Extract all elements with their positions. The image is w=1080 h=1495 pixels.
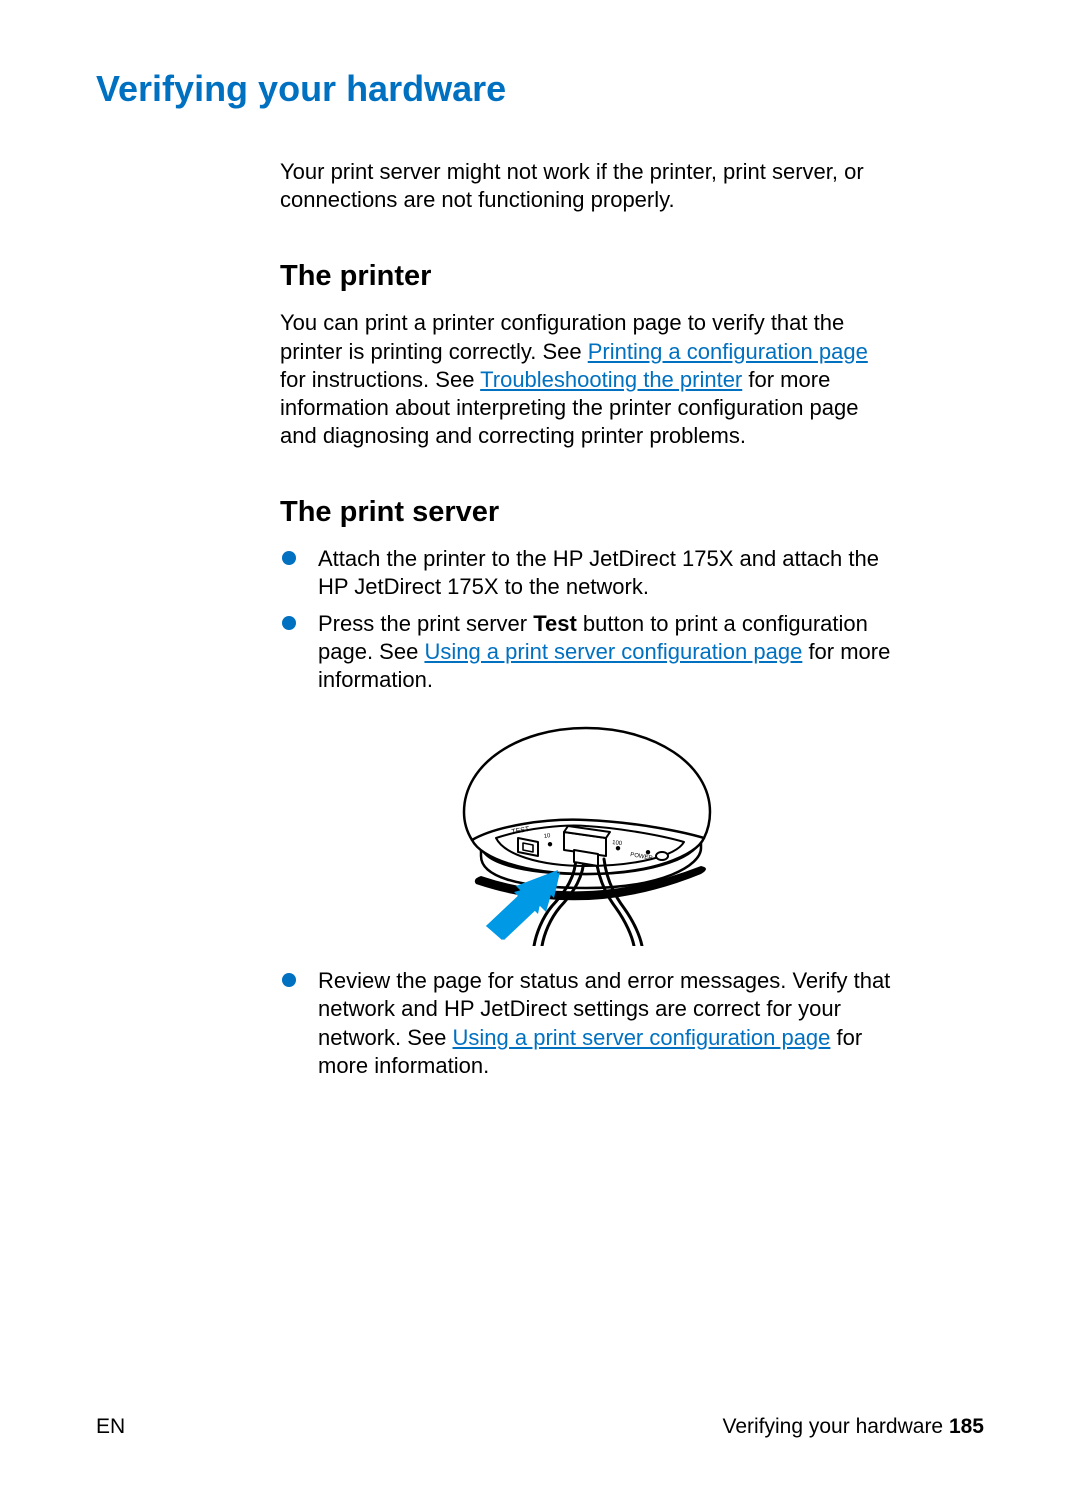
page-footer: EN Verifying your hardware 185	[96, 1415, 984, 1439]
list-item: Attach the printer to the HP JetDirect 1…	[280, 545, 892, 601]
printer-paragraph: You can print a printer configuration pa…	[280, 309, 892, 450]
link-using-print-server-config-1[interactable]: Using a print server configuration page	[424, 639, 802, 664]
link-troubleshooting-printer[interactable]: Troubleshooting the printer	[480, 367, 742, 392]
list-item: Review the page for status and error mes…	[280, 967, 892, 1080]
intro-paragraph: Your print server might not work if the …	[280, 158, 892, 214]
svg-text:100: 100	[612, 840, 623, 847]
footer-page-number: 185	[949, 1415, 984, 1438]
link-using-print-server-config-2[interactable]: Using a print server configuration page	[453, 1025, 831, 1050]
device-illustration: TEST10100POWER	[280, 716, 892, 953]
print-server-bullets-2: Review the page for status and error mes…	[280, 967, 892, 1080]
text-run: Press the print server	[318, 611, 533, 636]
text-bold-test: Test	[533, 611, 577, 636]
footer-right: Verifying your hardware 185	[723, 1415, 985, 1439]
print-server-device-icon: TEST10100POWER	[426, 716, 746, 946]
link-printing-config-page[interactable]: Printing a configuration page	[588, 339, 868, 364]
text-run: for instructions. See	[280, 367, 480, 392]
footer-section-name: Verifying your hardware	[723, 1415, 949, 1438]
page-title: Verifying your hardware	[96, 68, 984, 110]
body-content: Your print server might not work if the …	[280, 158, 892, 1080]
print-server-bullets: Attach the printer to the HP JetDirect 1…	[280, 545, 892, 694]
page: Verifying your hardware Your print serve…	[0, 0, 1080, 1495]
section-heading-printer: The printer	[280, 258, 892, 295]
footer-left: EN	[96, 1415, 125, 1439]
section-heading-print-server: The print server	[280, 494, 892, 531]
text-run: Attach the printer to the HP JetDirect 1…	[318, 546, 879, 599]
list-item: Press the print server Test button to pr…	[280, 610, 892, 694]
